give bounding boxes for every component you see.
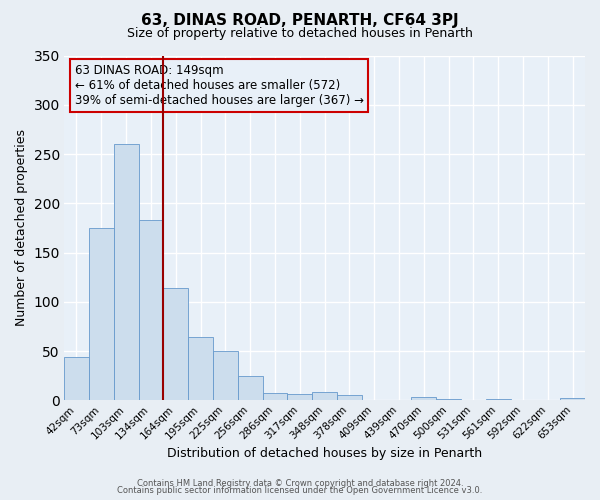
Bar bbox=[560, 398, 585, 400]
Bar bbox=[188, 338, 213, 400]
Text: 63 DINAS ROAD: 149sqm
← 61% of detached houses are smaller (572)
39% of semi-det: 63 DINAS ROAD: 149sqm ← 61% of detached … bbox=[74, 64, 364, 107]
Bar bbox=[238, 376, 263, 400]
Bar bbox=[263, 392, 287, 400]
Text: Contains HM Land Registry data © Crown copyright and database right 2024.: Contains HM Land Registry data © Crown c… bbox=[137, 478, 463, 488]
Bar bbox=[312, 392, 337, 400]
Bar bbox=[89, 228, 114, 400]
Bar bbox=[412, 398, 436, 400]
Y-axis label: Number of detached properties: Number of detached properties bbox=[15, 130, 28, 326]
Text: Size of property relative to detached houses in Penarth: Size of property relative to detached ho… bbox=[127, 28, 473, 40]
Bar bbox=[114, 144, 139, 401]
Bar bbox=[213, 351, 238, 401]
Text: Contains public sector information licensed under the Open Government Licence v3: Contains public sector information licen… bbox=[118, 486, 482, 495]
X-axis label: Distribution of detached houses by size in Penarth: Distribution of detached houses by size … bbox=[167, 447, 482, 460]
Bar bbox=[337, 396, 362, 400]
Bar bbox=[139, 220, 163, 400]
Bar bbox=[64, 357, 89, 401]
Bar bbox=[163, 288, 188, 401]
Text: 63, DINAS ROAD, PENARTH, CF64 3PJ: 63, DINAS ROAD, PENARTH, CF64 3PJ bbox=[141, 12, 459, 28]
Bar bbox=[287, 394, 312, 400]
